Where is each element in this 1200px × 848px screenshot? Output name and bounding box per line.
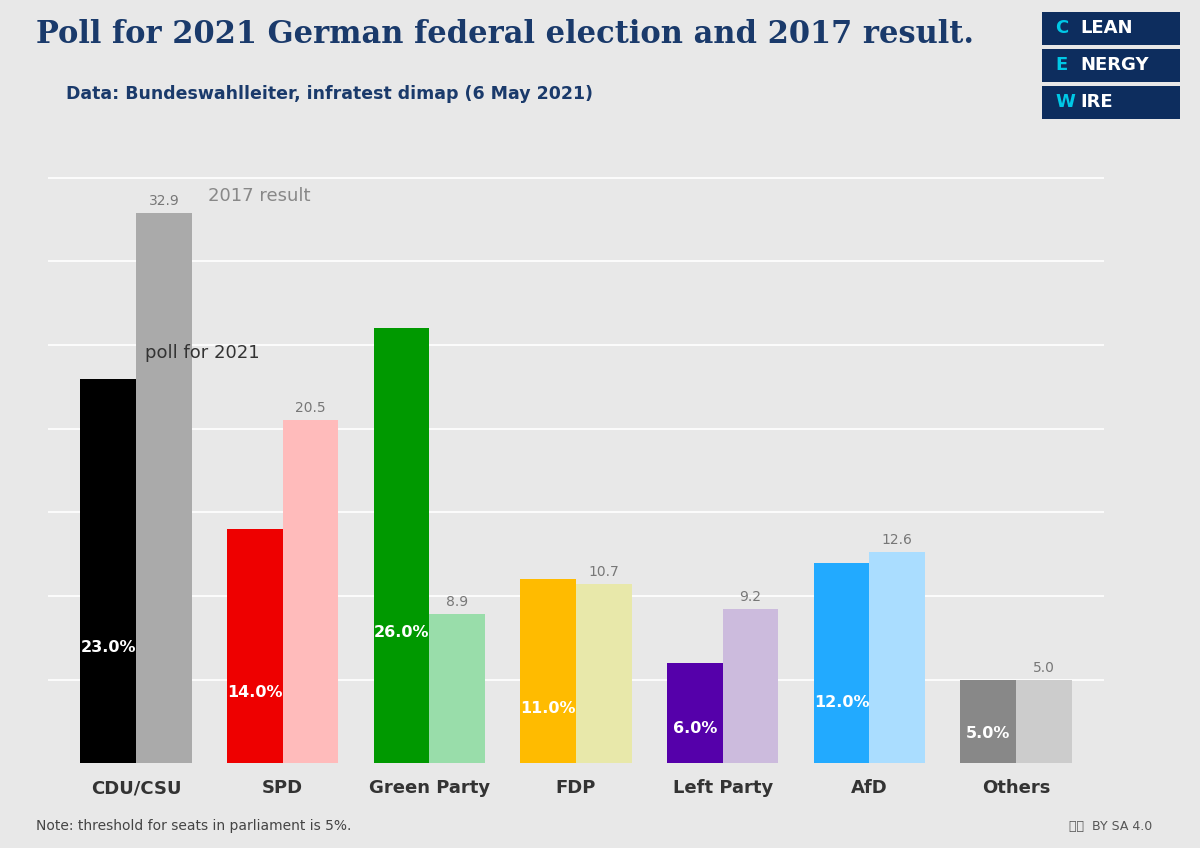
Text: poll for 2021: poll for 2021 bbox=[145, 343, 259, 362]
Text: 5.0%: 5.0% bbox=[966, 727, 1010, 741]
Text: Poll for 2021 German federal election and 2017 result.: Poll for 2021 German federal election an… bbox=[36, 19, 974, 50]
Text: 10.7: 10.7 bbox=[588, 566, 619, 579]
Text: 12.6: 12.6 bbox=[882, 533, 913, 548]
FancyBboxPatch shape bbox=[1042, 86, 1180, 119]
Text: 9.2: 9.2 bbox=[739, 590, 762, 605]
Text: C: C bbox=[1056, 20, 1069, 37]
Text: ⒸⒸ  BY SA 4.0: ⒸⒸ BY SA 4.0 bbox=[1069, 820, 1152, 833]
Text: W: W bbox=[1056, 93, 1075, 111]
Bar bbox=[722, 610, 779, 763]
Text: 20.5: 20.5 bbox=[295, 401, 326, 416]
Text: 8.9: 8.9 bbox=[446, 595, 468, 610]
Text: 14.0%: 14.0% bbox=[227, 685, 282, 700]
Bar bbox=[283, 421, 338, 763]
Text: 32.9: 32.9 bbox=[149, 194, 179, 208]
Text: 12.0%: 12.0% bbox=[814, 695, 869, 711]
Text: Data: Bundeswahlleiter, infratest dimap (6 May 2021): Data: Bundeswahlleiter, infratest dimap … bbox=[66, 85, 593, 103]
Bar bbox=[80, 378, 136, 763]
Bar bbox=[521, 579, 576, 763]
Text: 11.0%: 11.0% bbox=[521, 700, 576, 716]
Bar bbox=[869, 553, 925, 763]
Bar bbox=[576, 584, 631, 763]
Bar bbox=[814, 562, 869, 763]
Bar bbox=[373, 328, 430, 763]
Bar bbox=[430, 614, 485, 763]
FancyBboxPatch shape bbox=[1042, 49, 1180, 82]
Text: NERGY: NERGY bbox=[1080, 56, 1148, 75]
Bar bbox=[1016, 679, 1072, 763]
Text: 26.0%: 26.0% bbox=[373, 625, 430, 640]
Bar bbox=[227, 529, 283, 763]
FancyBboxPatch shape bbox=[1042, 12, 1180, 45]
Text: IRE: IRE bbox=[1080, 93, 1112, 111]
Text: E: E bbox=[1056, 56, 1068, 75]
Text: Note: threshold for seats in parliament is 5%.: Note: threshold for seats in parliament … bbox=[36, 818, 352, 833]
Text: 5.0: 5.0 bbox=[1033, 661, 1055, 674]
Bar bbox=[960, 679, 1016, 763]
Bar bbox=[136, 213, 192, 763]
Text: LEAN: LEAN bbox=[1080, 20, 1133, 37]
Bar bbox=[667, 663, 722, 763]
Text: 23.0%: 23.0% bbox=[80, 640, 136, 656]
Text: 6.0%: 6.0% bbox=[673, 721, 716, 735]
Text: 2017 result: 2017 result bbox=[208, 187, 311, 204]
